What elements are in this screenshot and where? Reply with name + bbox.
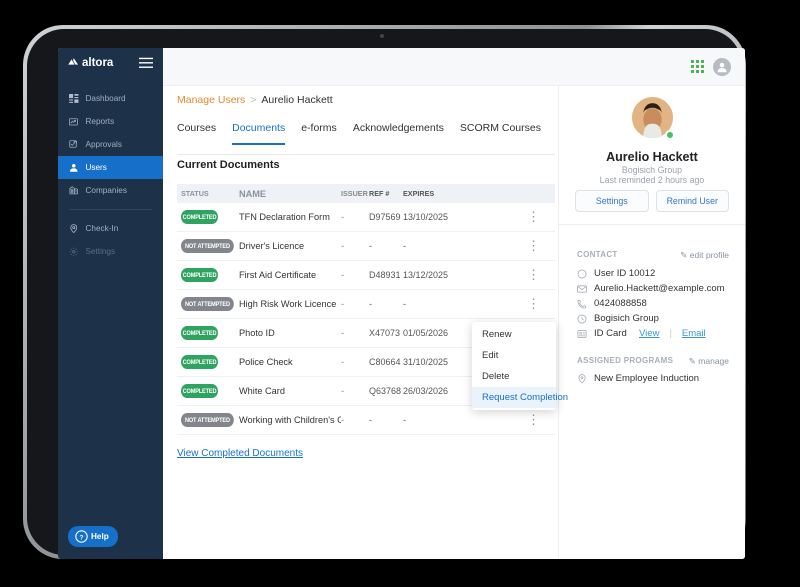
svg-text:?: ? (80, 534, 84, 541)
